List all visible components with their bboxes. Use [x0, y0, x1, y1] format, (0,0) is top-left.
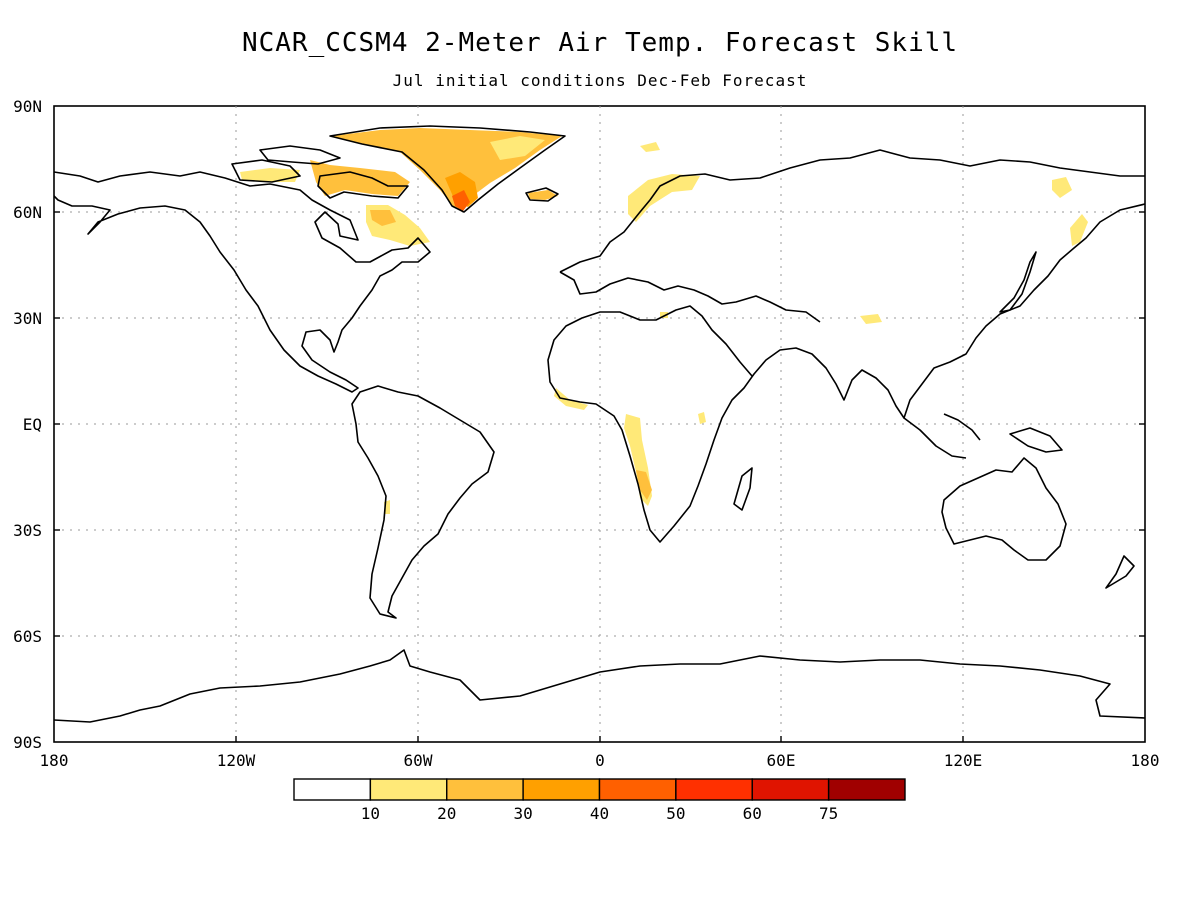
- coastline-greenland: [329, 125, 566, 213]
- lon-label: 120W: [217, 751, 256, 770]
- colorbar-label: 10: [361, 804, 380, 823]
- colorbar-label: 30: [513, 804, 532, 823]
- lat-label: 90N: [13, 97, 42, 116]
- skill-region-kamchatka: [1070, 214, 1088, 246]
- skill-region-iceland: [528, 190, 558, 200]
- lat-label: 30N: [13, 309, 42, 328]
- skill-region-southwest-africa-mid: [636, 470, 652, 500]
- skill-region-west-africa: [554, 388, 588, 410]
- coastline-indonesia: [903, 413, 981, 459]
- coastline-south-america: [351, 385, 495, 619]
- colorbar-swatch: [369, 778, 448, 801]
- colorbar-swatch: [675, 778, 753, 801]
- skill-region-canadian-arctic: [310, 160, 410, 196]
- lat-axis-labels: 90N 60N 30N EQ 30S 60S 90S: [13, 97, 42, 752]
- skill-region-tibet: [860, 314, 882, 324]
- coastline-australia: [941, 457, 1067, 561]
- colorbar-swatch: [827, 778, 906, 801]
- lon-label: 60W: [404, 751, 433, 770]
- axis-ticks: [54, 211, 1145, 742]
- lat-label: EQ: [23, 415, 42, 434]
- lon-label: 0: [595, 751, 605, 770]
- lat-label: 60N: [13, 203, 42, 222]
- skill-region-east-africa: [698, 412, 706, 424]
- skill-region-scandinavia: [628, 174, 700, 222]
- coastline-antarctica: [53, 649, 1146, 723]
- colorbar-swatch: [751, 778, 830, 801]
- lat-label: 90S: [13, 733, 42, 752]
- colorbar-swatch: [293, 778, 372, 801]
- coastline-japan: [999, 251, 1037, 313]
- map-title: NCAR_CCSM4 2-Meter Air Temp. Forecast Sk…: [241, 28, 959, 58]
- colorbar: 10 20 30 40 50 60 75: [293, 778, 906, 823]
- lon-label: 180: [1131, 751, 1160, 770]
- colorbar-label: 75: [819, 804, 838, 823]
- lon-axis-labels: 180 120W 60W 0 60E 120E 180: [40, 751, 1160, 770]
- colorbar-label: 60: [743, 804, 762, 823]
- coastline-new-zealand: [1105, 555, 1135, 589]
- skill-region-greenland-low: [490, 136, 545, 160]
- coastline-north-america: [53, 171, 431, 393]
- map-subtitle: Jul initial conditions Dec-Feb Forecast: [392, 71, 808, 90]
- gridlines: [54, 106, 1145, 742]
- lon-label: 120E: [944, 751, 983, 770]
- skill-region-quebec-mid: [370, 210, 396, 226]
- skill-region-greenland-high: [445, 172, 478, 207]
- colorbar-swatch: [522, 778, 601, 801]
- coastline-madagascar: [733, 467, 753, 511]
- lat-label: 30S: [13, 521, 42, 540]
- coastline-eurasia-africa: [547, 149, 1146, 543]
- colorbar-label: 40: [590, 804, 609, 823]
- skill-region-greenland-peak: [452, 190, 470, 211]
- skill-region-siberia: [1052, 177, 1072, 198]
- coastline-canadian-archipelago: [231, 145, 409, 199]
- colorbar-label: 20: [437, 804, 456, 823]
- skill-region-svalbard: [640, 142, 660, 152]
- coastline-iceland: [525, 187, 559, 202]
- coastline-new-guinea: [1009, 427, 1063, 453]
- colorbar-swatch: [598, 778, 677, 801]
- lon-label: 60E: [767, 751, 796, 770]
- coastline-europe: [559, 271, 821, 323]
- colorbar-swatch: [446, 778, 524, 801]
- lon-label: 180: [40, 751, 69, 770]
- lat-label: 60S: [13, 627, 42, 646]
- coastlines: [53, 125, 1146, 723]
- colorbar-label: 50: [666, 804, 685, 823]
